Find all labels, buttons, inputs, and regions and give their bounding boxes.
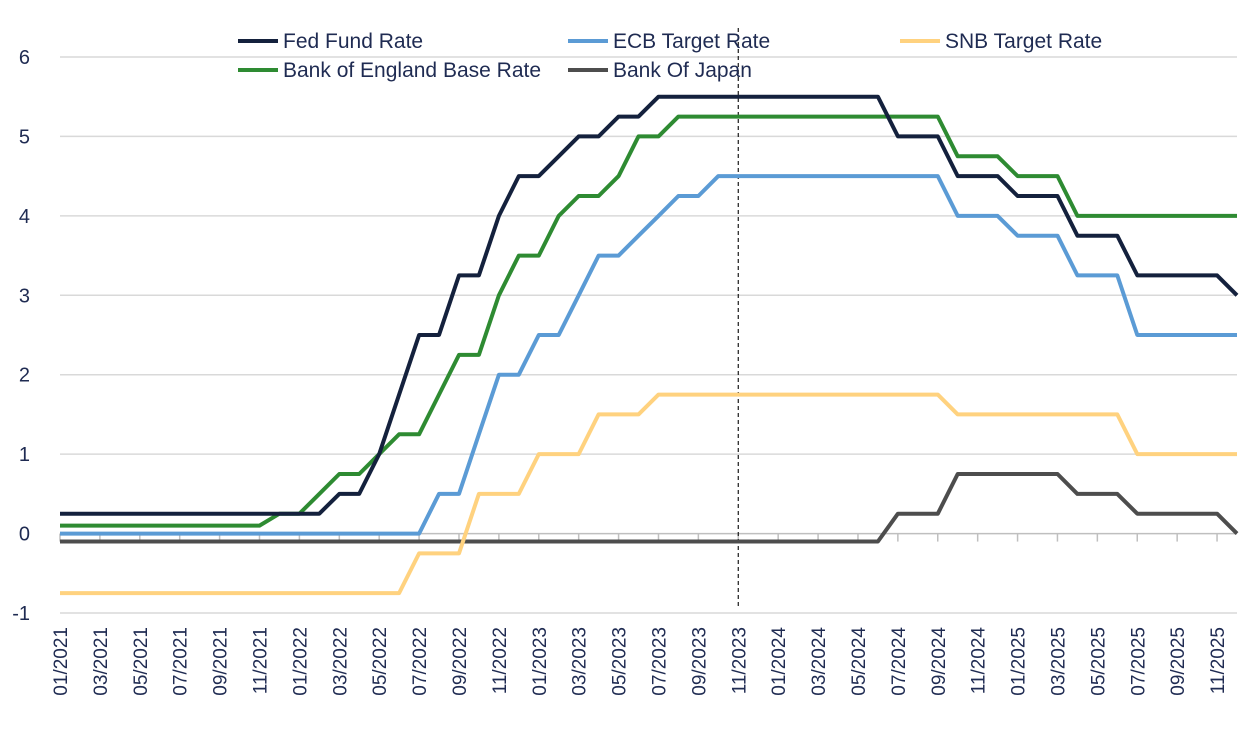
x-tick-label: 11/2022 <box>490 627 511 694</box>
series-line-bank-of-japan <box>60 472 1239 544</box>
x-tick-label: 05/2024 <box>849 627 870 696</box>
y-tick-label: 1 <box>19 444 30 466</box>
x-tick-label: 01/2023 <box>530 627 551 696</box>
x-tick-label: 11/2021 <box>250 627 271 694</box>
series-line-ecb-target-rate <box>60 174 1237 536</box>
x-tick-label: 03/2024 <box>809 627 830 696</box>
x-tick-label: 05/2022 <box>370 627 391 696</box>
x-tick-label: 07/2024 <box>889 627 910 696</box>
x-tick-label: 09/2025 <box>1168 627 1189 696</box>
x-tick-label: 01/2025 <box>1009 627 1030 696</box>
legend-label-fed-fund-rate: Fed Fund Rate <box>283 30 423 53</box>
x-tick-label: 05/2025 <box>1088 627 1109 696</box>
y-tick-label: 2 <box>19 365 30 387</box>
legend-label-snb-target-rate: SNB Target Rate <box>945 30 1102 53</box>
x-tick-label: 09/2022 <box>450 627 471 696</box>
y-tick-label: 3 <box>19 285 30 307</box>
legend-label-bank-of-japan: Bank Of Japan <box>613 59 752 82</box>
x-tick-label: 05/2023 <box>610 627 631 696</box>
x-tick-label: 01/2024 <box>769 627 790 696</box>
y-tick-label: 5 <box>19 126 30 148</box>
x-tick-label: 03/2021 <box>91 627 112 696</box>
x-tick-label: 01/2022 <box>290 627 311 696</box>
x-tick-label: 09/2023 <box>689 627 710 696</box>
x-tick-label: 07/2022 <box>410 627 431 696</box>
y-tick-label: 0 <box>19 524 30 546</box>
y-axis-ticks: -1 0 1 2 3 4 5 6 <box>12 47 30 625</box>
series-line-snb-target-rate <box>60 392 1237 596</box>
x-tick-label: 09/2024 <box>929 627 950 696</box>
legend-label-ecb-target-rate: ECB Target Rate <box>613 30 770 53</box>
gridlines <box>60 56 1237 614</box>
x-tick-label: 03/2025 <box>1048 627 1069 696</box>
y-tick-label: 4 <box>19 206 30 228</box>
x-tick-label: 07/2023 <box>649 627 670 696</box>
legend: Fed Fund Rate ECB Target Rate SNB Target R… <box>238 30 1102 82</box>
x-tick-label: 05/2021 <box>131 627 152 696</box>
y-tick-label: 6 <box>19 47 30 69</box>
x-tick-label: 01/2021 <box>51 627 72 696</box>
x-tick-label: 03/2022 <box>330 627 351 696</box>
x-axis-ticks: 01/2021 03/2021 05/2021 07/2021 09/2021 11/20… <box>51 533 1229 696</box>
series-lines <box>60 94 1239 596</box>
x-tick-label: 03/2023 <box>570 627 591 696</box>
y-tick-label: -1 <box>12 603 30 625</box>
x-tick-label: 11/2025 <box>1208 627 1229 694</box>
x-tick-label: 11/2023 <box>729 627 750 694</box>
x-tick-label: 11/2024 <box>969 627 990 695</box>
x-tick-label: 07/2025 <box>1128 627 1149 696</box>
x-tick-label: 07/2021 <box>171 627 192 696</box>
x-tick-label: 09/2021 <box>211 627 232 696</box>
series-line-fed-fund-rate <box>60 94 1239 516</box>
series-line-bank-of-england-base-rate <box>60 114 1237 528</box>
legend-label-bank-of-england-base-rate: Bank of England Base Rate <box>283 59 541 82</box>
